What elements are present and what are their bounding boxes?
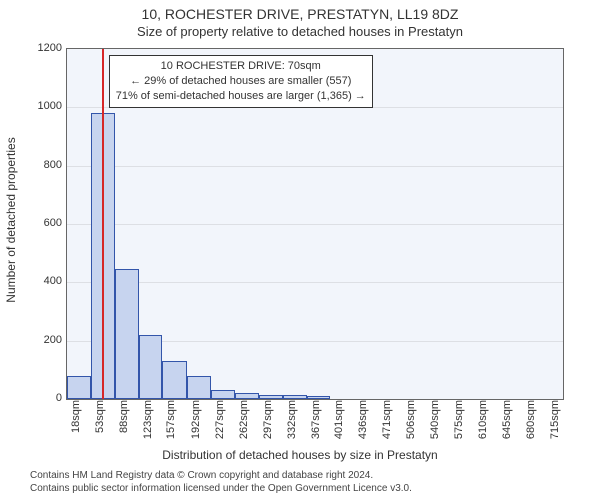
histogram-bar (139, 335, 162, 399)
x-tick-label: 227sqm (214, 400, 226, 450)
histogram-bar (211, 390, 235, 399)
anno-line-2: ← 29% of detached houses are smaller (55… (116, 74, 366, 89)
subtitle: Size of property relative to detached ho… (0, 22, 600, 39)
grid-line (67, 224, 563, 225)
page-title: 10, ROCHESTER DRIVE, PRESTATYN, LL19 8DZ (0, 0, 600, 22)
y-tick-label: 400 (32, 275, 62, 287)
histogram-bar (235, 393, 259, 399)
grid-line (67, 166, 563, 167)
x-tick-label: 401sqm (333, 400, 345, 450)
y-tick-label: 200 (32, 334, 62, 346)
y-axis-label: Number of detached properties (4, 137, 18, 302)
chart-plot-area: 10 ROCHESTER DRIVE: 70sqm ← 29% of detac… (66, 48, 564, 400)
histogram-bar (162, 361, 186, 399)
x-tick-label: 645sqm (501, 400, 513, 450)
histogram-bar (259, 395, 283, 399)
x-tick-label: 680sqm (525, 400, 537, 450)
y-tick-label: 800 (32, 159, 62, 171)
x-tick-label: 610sqm (477, 400, 489, 450)
x-tick-label: 53sqm (94, 400, 106, 450)
y-tick-label: 1000 (32, 100, 62, 112)
histogram-bar (307, 396, 330, 400)
x-tick-label: 123sqm (142, 400, 154, 450)
histogram-bar (187, 376, 211, 399)
anno-line-1: 10 ROCHESTER DRIVE: 70sqm (116, 59, 366, 74)
x-tick-label: 18sqm (70, 400, 82, 450)
histogram-bar (283, 395, 307, 399)
x-axis-label: Distribution of detached houses by size … (0, 448, 600, 462)
x-tick-label: 575sqm (453, 400, 465, 450)
x-tick-label: 471sqm (381, 400, 393, 450)
grid-line (67, 282, 563, 283)
x-tick-label: 297sqm (262, 400, 274, 450)
histogram-bar (67, 376, 91, 399)
x-tick-label: 157sqm (165, 400, 177, 450)
x-tick-label: 436sqm (357, 400, 369, 450)
x-tick-label: 506sqm (405, 400, 417, 450)
x-tick-label: 332sqm (286, 400, 298, 450)
x-tick-label: 192sqm (190, 400, 202, 450)
reference-line (102, 49, 104, 399)
x-tick-label: 540sqm (429, 400, 441, 450)
x-tick-label: 367sqm (310, 400, 322, 450)
y-tick-label: 600 (32, 217, 62, 229)
footnote-2: Contains public sector information licen… (30, 483, 412, 494)
x-tick-label: 88sqm (118, 400, 130, 450)
x-tick-label: 715sqm (549, 400, 561, 450)
anno-line-3: 71% of semi-detached houses are larger (… (116, 89, 366, 104)
y-tick-label: 0 (32, 392, 62, 404)
histogram-bar (115, 269, 139, 399)
annotation-box: 10 ROCHESTER DRIVE: 70sqm ← 29% of detac… (109, 55, 373, 108)
footnote-1: Contains HM Land Registry data © Crown c… (30, 470, 373, 481)
y-tick-label: 1200 (32, 42, 62, 54)
x-tick-label: 262sqm (238, 400, 250, 450)
